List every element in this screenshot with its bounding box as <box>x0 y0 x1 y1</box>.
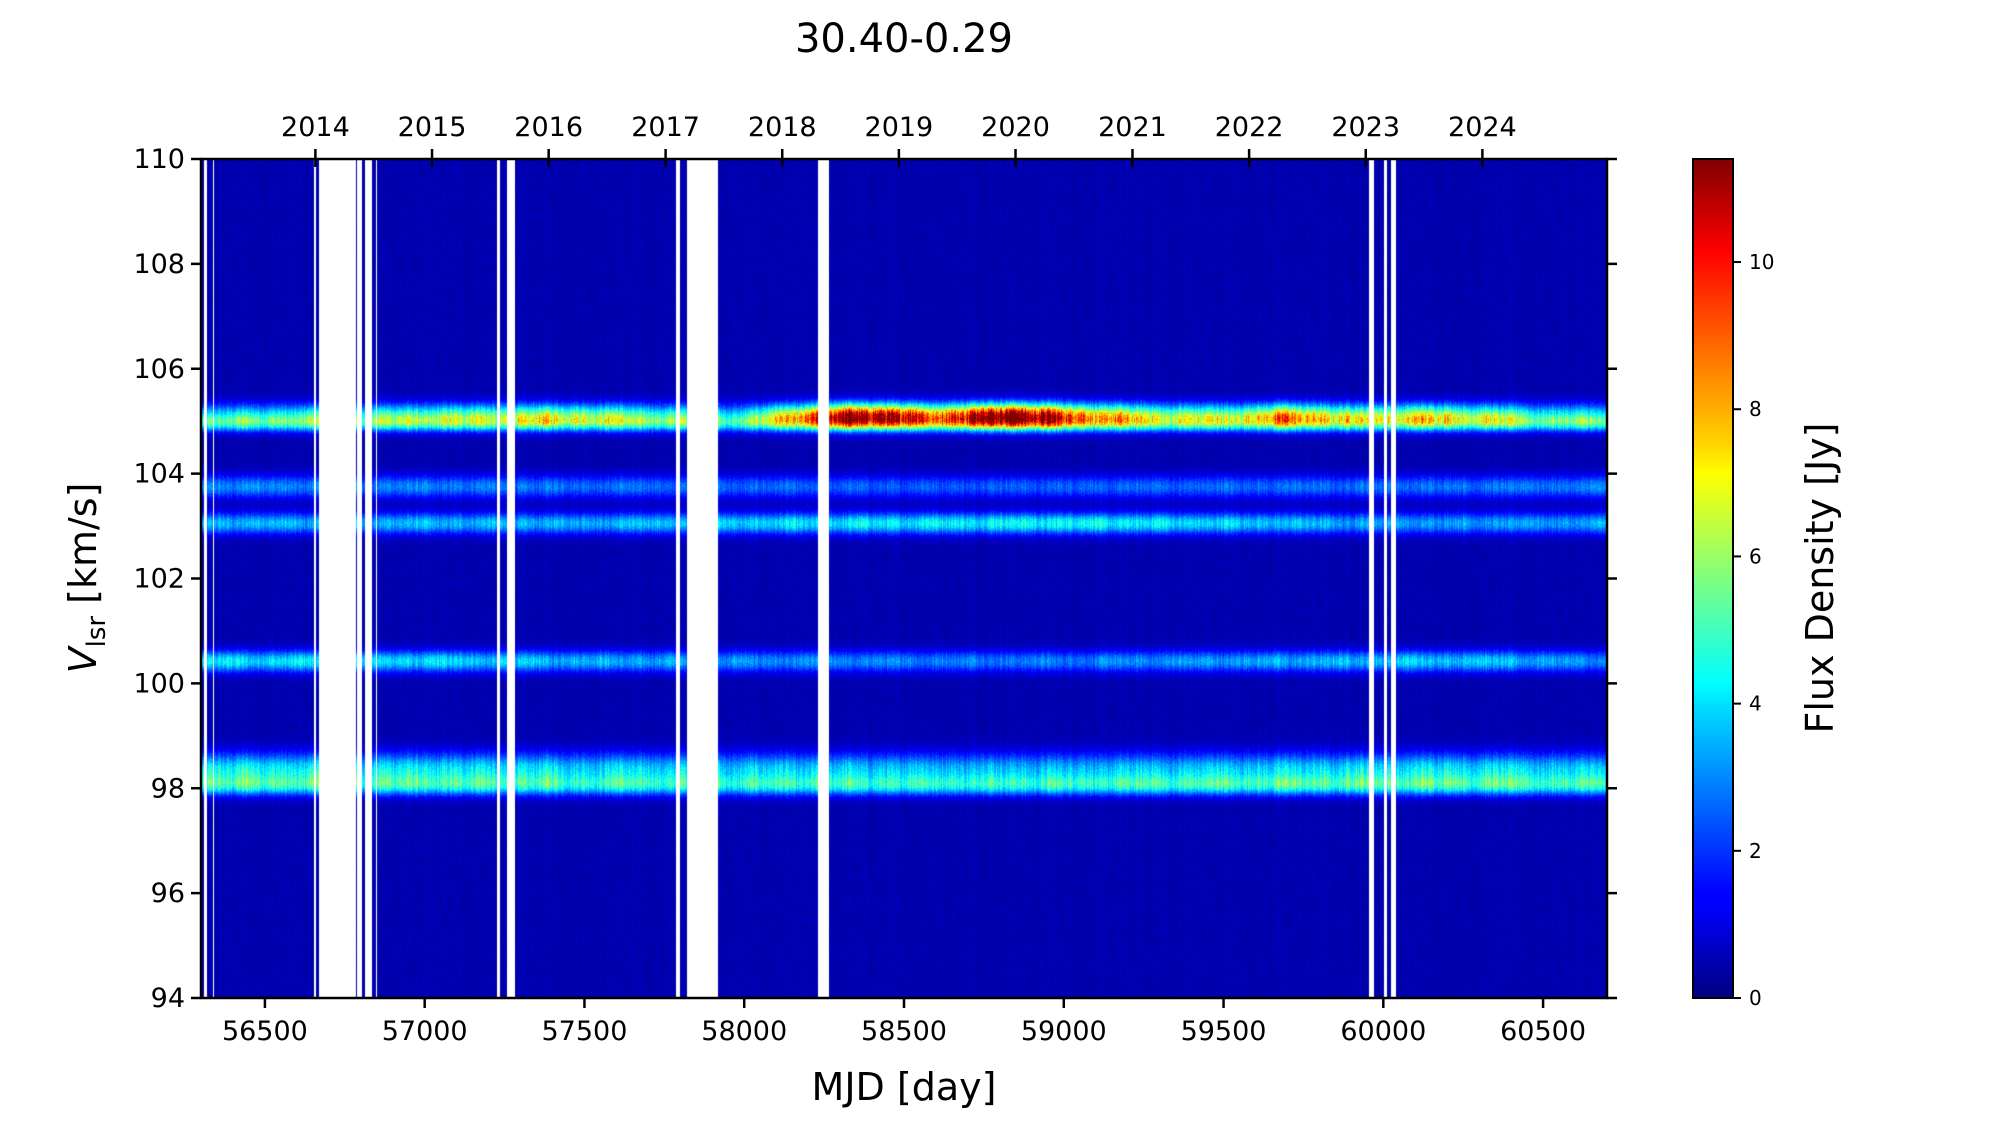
chart-title: 30.40-0.29 <box>795 16 1013 62</box>
colorbar-tick-label: 8 <box>1749 397 1762 421</box>
colorbar-axis: 0 2 4 6 8 10 <box>1733 250 1774 1010</box>
top-tick-label: 2023 <box>1331 112 1400 143</box>
y-tick-label: 108 <box>133 249 185 280</box>
y-tick-label: 102 <box>133 564 185 595</box>
x-axis: 56500 57000 57500 58000 58500 59000 59500 60000… <box>222 998 1586 1047</box>
top-tick-label: 2015 <box>398 112 467 143</box>
top-tick-label: 2018 <box>748 112 817 143</box>
y-axis-title-subscript: lsr <box>82 616 112 648</box>
heatmap-image <box>201 159 1607 998</box>
colorbar-tick-label: 2 <box>1749 839 1762 863</box>
colorbar-tick-label: 6 <box>1749 544 1762 568</box>
x-tick-label: 60500 <box>1500 1016 1586 1047</box>
x-tick-label: 58000 <box>701 1016 787 1047</box>
y-tick-label: 94 <box>151 983 185 1014</box>
y-axis: 94 96 98 100 102 104 106 108 110 <box>133 144 1617 1014</box>
top-tick-label: 2020 <box>981 112 1050 143</box>
colorbar-tick-label: 0 <box>1749 986 1762 1010</box>
top-tick-label: 2016 <box>514 112 583 143</box>
x-tick-label: 58500 <box>861 1016 947 1047</box>
top-tick-label: 2019 <box>865 112 934 143</box>
colorbar-title: Flux Density [Jy] <box>1798 423 1842 734</box>
x-tick-label: 57000 <box>382 1016 468 1047</box>
y-axis-title: Vlsr [km/s] <box>61 483 112 674</box>
top-tick-label: 2017 <box>631 112 700 143</box>
y-tick-label: 104 <box>133 459 185 490</box>
x-tick-label: 59500 <box>1181 1016 1267 1047</box>
x-tick-label: 56500 <box>222 1016 308 1047</box>
x-axis-title: MJD [day] <box>812 1065 997 1109</box>
colorbar-tick-label: 10 <box>1749 250 1774 274</box>
top-year-axis: 2014 2015 2016 2017 2018 2019 2020 2021 2022 2023… <box>281 112 1517 167</box>
y-tick-label: 96 <box>151 878 185 909</box>
y-axis-title-unit: [km/s] <box>61 483 105 616</box>
y-tick-label: 106 <box>133 354 185 385</box>
y-tick-label: 100 <box>133 668 185 699</box>
colorbar-tick-label: 4 <box>1749 692 1762 716</box>
top-tick-label: 2022 <box>1215 112 1284 143</box>
x-tick-label: 60000 <box>1340 1016 1426 1047</box>
top-tick-label: 2021 <box>1098 112 1167 143</box>
top-tick-label: 2014 <box>281 112 350 143</box>
y-axis-title-symbol: V <box>61 644 105 673</box>
top-tick-label: 2024 <box>1448 112 1517 143</box>
x-tick-label: 57500 <box>542 1016 628 1047</box>
y-tick-label: 98 <box>151 773 185 804</box>
y-tick-label: 110 <box>133 144 185 175</box>
x-tick-label: 59000 <box>1021 1016 1107 1047</box>
colorbar <box>1692 158 1734 999</box>
